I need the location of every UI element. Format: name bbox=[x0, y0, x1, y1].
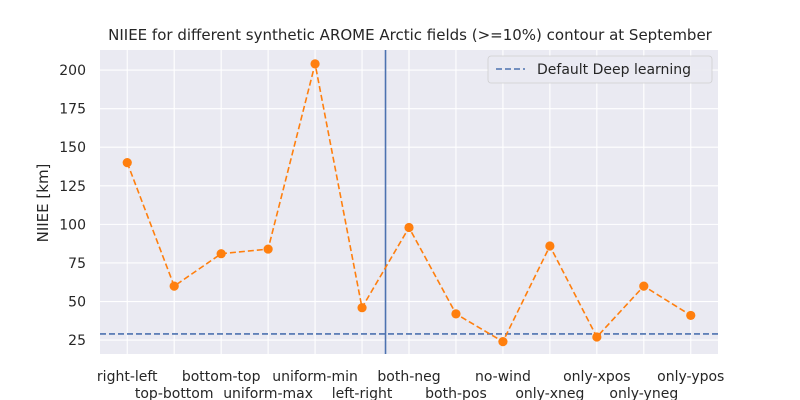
x-tick-label: only-xneg bbox=[515, 386, 584, 400]
data-point bbox=[310, 59, 320, 69]
data-point bbox=[498, 337, 508, 347]
reference-lines bbox=[100, 50, 718, 354]
data-point bbox=[639, 281, 649, 291]
x-tick-label: both-pos bbox=[425, 386, 487, 400]
y-tick-label: 25 bbox=[68, 333, 86, 349]
x-tick-label: bottom-top bbox=[182, 369, 261, 385]
x-tick-label: both-neg bbox=[377, 369, 440, 385]
x-tick-label: top-bottom bbox=[135, 386, 214, 400]
x-tick-label: uniform-max bbox=[223, 386, 313, 400]
data-point bbox=[169, 281, 179, 291]
x-tick-label: only-ypos bbox=[657, 369, 724, 385]
y-axis-ticks: 25 50 75 100 125 150 175 200 bbox=[59, 63, 86, 349]
x-tick-label: right-left bbox=[97, 369, 158, 385]
legend-box bbox=[487, 55, 713, 84]
y-tick-label: 75 bbox=[68, 256, 86, 272]
chart-title: NIIEE for different synthetic AROME Arct… bbox=[108, 26, 713, 44]
y-tick-label: 125 bbox=[59, 179, 86, 195]
legend-label: Default Deep learning bbox=[537, 62, 691, 78]
x-tick-label: left-right bbox=[332, 386, 393, 400]
x-axis-ticks: right-lefttop-bottombottom-topuniform-ma… bbox=[97, 369, 724, 400]
y-axis-label: NIIEE [km] bbox=[34, 164, 52, 243]
x-tick-label: only-xpos bbox=[563, 369, 630, 385]
y-tick-label: 100 bbox=[59, 217, 86, 233]
data-point bbox=[404, 222, 414, 233]
y-tick-label: 175 bbox=[59, 102, 86, 118]
legend: Default Deep learning bbox=[487, 55, 713, 84]
data-point bbox=[451, 309, 461, 319]
y-tick-label: 200 bbox=[59, 63, 86, 79]
x-tick-label: uniform-min bbox=[272, 369, 358, 385]
x-tick-label: no-wind bbox=[475, 369, 531, 385]
y-tick-label: 50 bbox=[68, 295, 86, 311]
data-point bbox=[122, 158, 132, 168]
data-point bbox=[686, 310, 696, 321]
data-point bbox=[592, 332, 602, 342]
data-point bbox=[216, 249, 226, 259]
y-tick-label: 150 bbox=[59, 140, 86, 156]
data-point bbox=[263, 244, 273, 254]
x-tick-label: only-yneg bbox=[609, 386, 678, 400]
data-point bbox=[545, 241, 555, 251]
grid bbox=[100, 50, 718, 354]
series-layer bbox=[122, 59, 696, 347]
data-point bbox=[357, 303, 367, 313]
